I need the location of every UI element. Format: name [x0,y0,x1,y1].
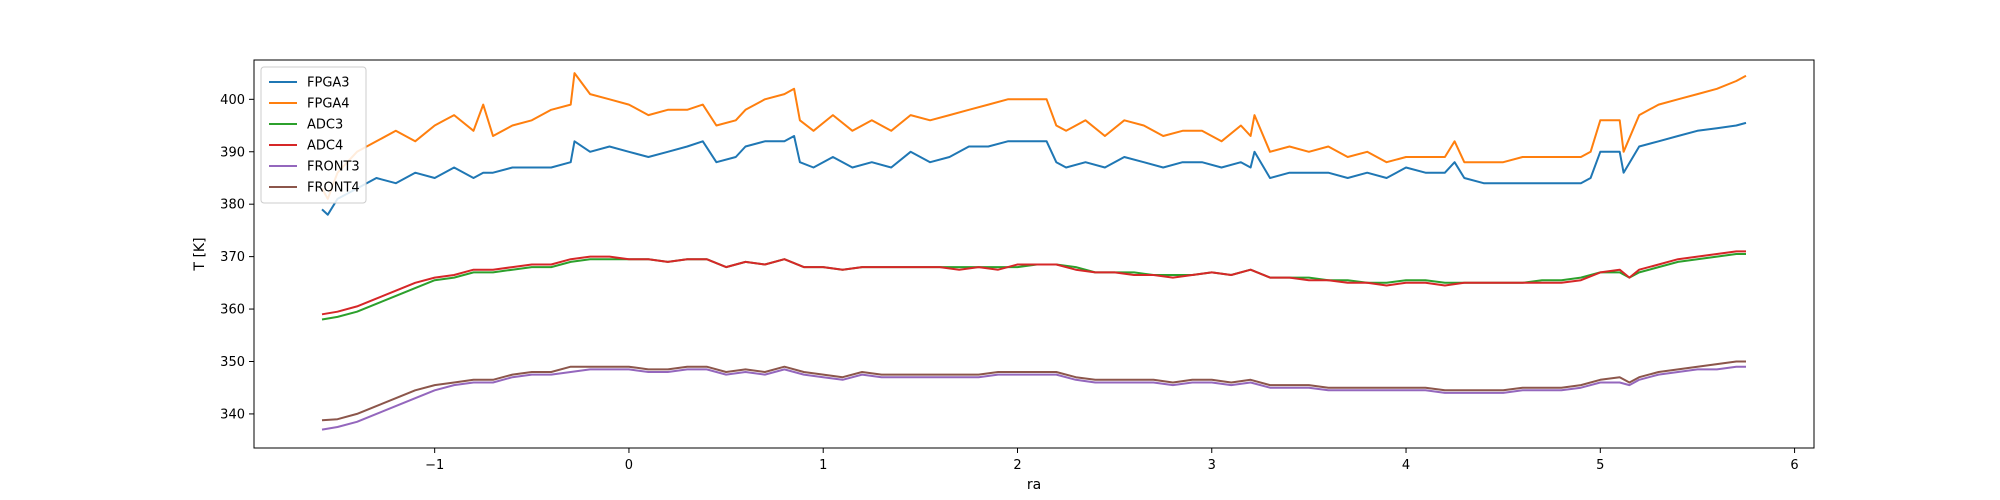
x-tick-label: 5 [1596,458,1604,473]
y-tick-label: 400 [220,93,245,108]
y-tick-label: 360 [220,303,245,318]
y-tick-label: 390 [220,145,245,160]
series-line-adc4 [321,250,1746,316]
series-line-fpga4 [321,72,1747,200]
legend-label: FRONT4 [307,181,360,196]
x-tick-label: −1 [425,458,444,473]
x-tick-label: 1 [819,458,827,473]
legend-label: FPGA3 [307,76,350,91]
x-tick-label: 0 [625,458,633,473]
legend-label: ADC3 [307,118,343,133]
x-tick-label: 6 [1790,458,1798,473]
x-tick-label: 2 [1013,458,1021,473]
legend-label: FPGA4 [307,97,350,112]
plot-frame [253,59,1815,449]
y-tick-label: 350 [220,355,245,370]
legend-box [260,66,367,204]
x-tick-label: 4 [1402,458,1410,473]
series-line-front3 [321,365,1746,431]
x-axis-label: ra [1027,477,1041,493]
x-tick-label: 3 [1208,458,1216,473]
legend-label: FRONT3 [307,160,360,175]
series-lines [321,72,1747,431]
legend: FPGA3 FPGA4 ADC3 ADC4 FRONT3 FRONT4 [260,66,367,204]
y-axis-label: T [K] [192,237,208,271]
y-tick-label: 340 [220,407,245,422]
axes: −1 0 1 2 3 4 5 6 340 350 360 370 380 390 400 [220,59,1815,473]
y-tick-label: 380 [220,198,245,213]
series-line-fpga3 [321,121,1747,216]
series-line-front4 [321,360,1746,422]
legend-label: ADC4 [307,139,343,154]
y-tick-label: 370 [220,250,245,265]
